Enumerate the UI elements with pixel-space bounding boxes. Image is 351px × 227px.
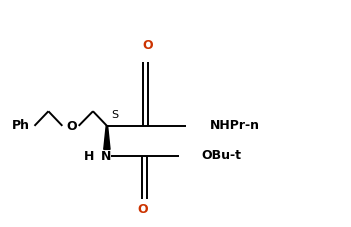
Text: H: H [84, 150, 95, 163]
Text: O: O [142, 39, 153, 52]
Text: N: N [101, 150, 112, 163]
Text: OBu-t: OBu-t [201, 149, 241, 162]
Text: O: O [66, 120, 77, 133]
Polygon shape [104, 126, 110, 149]
Text: O: O [137, 203, 148, 216]
Text: S: S [112, 110, 119, 120]
Text: NHPr-n: NHPr-n [210, 119, 260, 132]
Text: Ph: Ph [12, 119, 30, 132]
